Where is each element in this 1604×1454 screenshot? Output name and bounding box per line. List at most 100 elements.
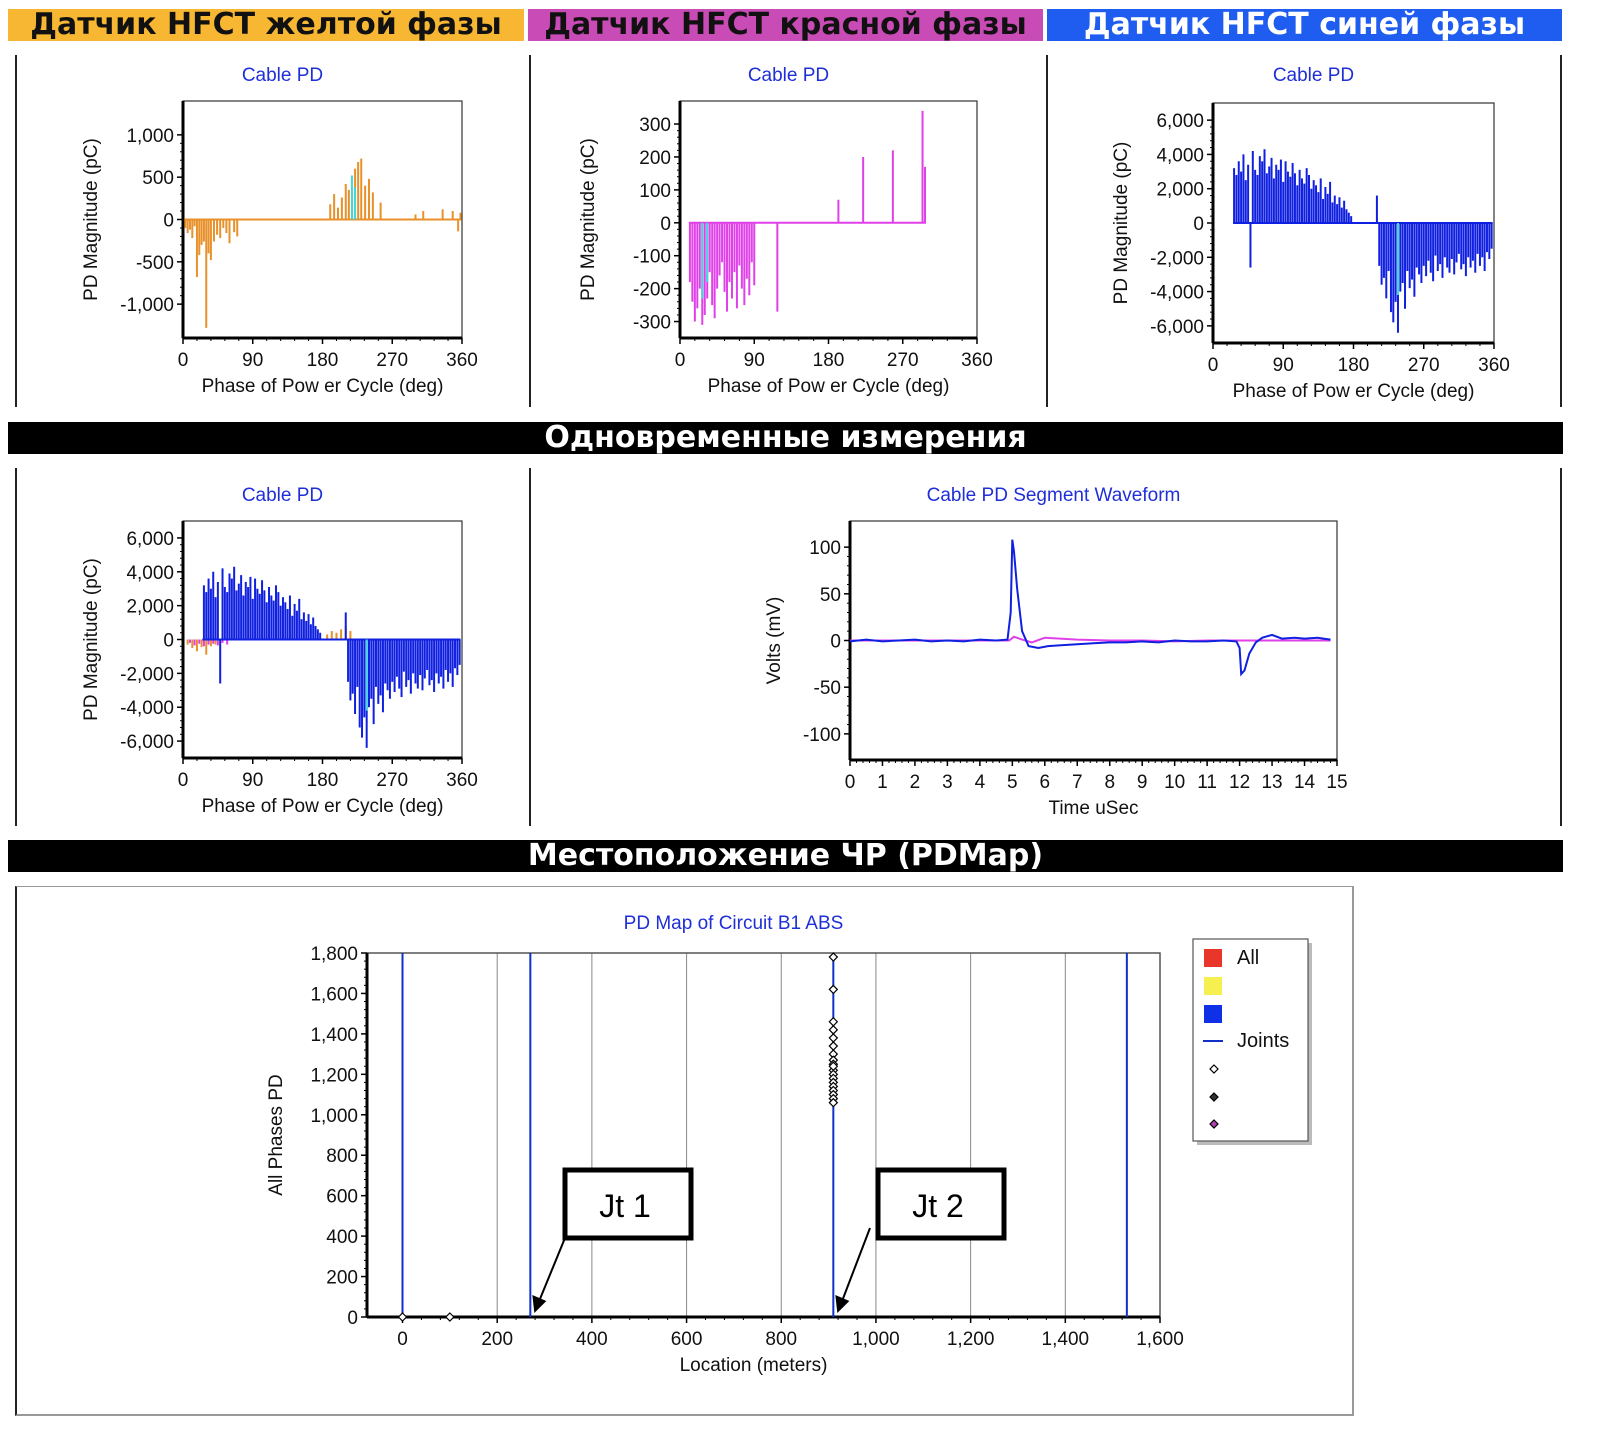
y-tick-label: -6,000 xyxy=(120,732,174,753)
y-tick-label: 0 xyxy=(830,632,841,653)
x-tick-label: 360 xyxy=(1478,355,1510,376)
overlay-chart: Cable PD 6,000 4,000 2,000 0 -2,000 -4,000 -6,0… xyxy=(81,485,478,817)
legend-label-all: All xyxy=(1237,947,1259,969)
x-tick-label: 270 xyxy=(376,770,408,791)
x-tick-label: 7 xyxy=(1072,772,1083,793)
separator xyxy=(1046,55,1048,407)
y-axis-label: All Phases PD xyxy=(266,1074,287,1195)
y-tick-label: 1,200 xyxy=(310,1065,358,1086)
chart-title: Cable PD xyxy=(242,485,323,506)
data-point xyxy=(828,1016,839,1027)
x-tick-label: 8 xyxy=(1104,772,1115,793)
data-point xyxy=(828,1061,839,1072)
y-tick-label: 6,000 xyxy=(126,529,174,550)
y-axis-label: PD Magnitude (pC) xyxy=(578,138,599,301)
y-tick-label: 0 xyxy=(163,211,174,232)
separator xyxy=(529,468,531,826)
legend-swatch-blue xyxy=(1204,1005,1222,1023)
data-point xyxy=(828,984,839,995)
x-tick-label: 180 xyxy=(813,350,845,371)
legend-marker xyxy=(1209,1119,1219,1129)
y-tick-label: -200 xyxy=(633,280,671,301)
y-tick-label: 1,800 xyxy=(310,944,358,965)
legend-marker xyxy=(1209,1092,1219,1102)
pdmap-frame xyxy=(15,886,1354,1416)
data-point xyxy=(828,1041,839,1051)
x-tick-label: 0 xyxy=(178,770,189,791)
x-tick-label: 1,400 xyxy=(1042,1329,1090,1350)
data-point xyxy=(828,1097,839,1108)
x-tick-label: 0 xyxy=(1208,355,1219,376)
x-tick-label: 270 xyxy=(376,350,408,371)
x-tick-label: 5 xyxy=(1007,772,1018,793)
y-tick-label: 1,600 xyxy=(310,984,358,1005)
y-tick-label: 100 xyxy=(809,538,841,559)
x-tick-label: 180 xyxy=(1338,355,1370,376)
x-tick-label: 400 xyxy=(576,1329,608,1350)
x-axis-label: Time uSec xyxy=(1048,798,1138,819)
separator xyxy=(529,55,531,407)
y-axis-label: PD Magnitude (pC) xyxy=(81,558,102,721)
callout-box xyxy=(875,1167,1007,1241)
y-tick-label: 0 xyxy=(660,214,671,235)
separator xyxy=(15,55,17,407)
data-point xyxy=(445,1312,455,1322)
x-tick-label: 3 xyxy=(942,772,953,793)
callout-arrow xyxy=(537,1237,566,1304)
x-tick-label: 0 xyxy=(178,350,189,371)
blue-phase-banner: Датчик HFCT синей фазы xyxy=(1047,9,1562,41)
y-tick-label: -100 xyxy=(803,725,841,746)
legend-marker xyxy=(1209,1064,1219,1074)
y-tick-label: -500 xyxy=(136,253,174,274)
x-tick-label: 200 xyxy=(481,1329,513,1350)
separator xyxy=(1560,468,1562,826)
x-tick-label: 2 xyxy=(910,772,921,793)
x-tick-label: 180 xyxy=(307,350,339,371)
x-tick-label: 1,200 xyxy=(947,1329,995,1350)
x-tick-label: 4 xyxy=(975,772,986,793)
legend-label-joints: Joints xyxy=(1237,1030,1289,1052)
y-tick-label: -300 xyxy=(633,313,671,334)
series-line xyxy=(849,539,1331,677)
arrow-head xyxy=(835,1295,850,1313)
chart-title: Cable PD xyxy=(748,65,829,86)
y-tick-label: -6,000 xyxy=(1150,317,1204,338)
x-tick-label: 11 xyxy=(1197,772,1217,793)
chart-title: PD Map of Circuit B1 ABS xyxy=(624,913,844,934)
callout-label: Jt 1 xyxy=(599,1188,651,1224)
y-tick-label: 100 xyxy=(639,181,671,202)
x-tick-label: 1,600 xyxy=(1136,1329,1184,1350)
y-axis-label: PD Magnitude (pC) xyxy=(81,138,102,301)
y-tick-label: 600 xyxy=(326,1187,358,1208)
x-tick-label: 9 xyxy=(1137,772,1148,793)
callout-arrow xyxy=(840,1227,871,1304)
x-tick-label: 12 xyxy=(1229,772,1250,793)
y-tick-label: 4,000 xyxy=(1156,145,1204,166)
x-axis-label: Location (meters) xyxy=(680,1355,828,1376)
x-tick-label: 360 xyxy=(446,350,478,371)
simultaneous-banner: Одновременные измерения xyxy=(8,422,1563,454)
y-tick-label: 2,000 xyxy=(126,597,174,618)
red-phase-banner: Датчик HFCT красной фазы xyxy=(528,9,1043,41)
x-tick-label: 6 xyxy=(1040,772,1051,793)
y-axis-label: Volts (mV) xyxy=(764,597,785,685)
y-tick-label: 500 xyxy=(142,168,174,189)
x-tick-label: 800 xyxy=(765,1329,797,1350)
chart-title: Cable PD xyxy=(1273,65,1354,86)
legend-swatch-yellow xyxy=(1204,977,1222,995)
y-tick-label: -2,000 xyxy=(1150,248,1204,269)
separator xyxy=(15,468,17,826)
y-tick-label: 4,000 xyxy=(126,563,174,584)
location-banner: Местоположение ЧР (PDMap) xyxy=(8,840,1563,872)
x-tick-label: 13 xyxy=(1261,772,1282,793)
y-tick-label: 0 xyxy=(347,1308,358,1329)
callout-label: Jt 2 xyxy=(912,1188,964,1224)
y-tick-label: 1,400 xyxy=(310,1025,358,1046)
arrow-head xyxy=(532,1295,547,1313)
legend-swatch-red xyxy=(1204,949,1222,967)
y-tick-label: -4,000 xyxy=(1150,283,1204,304)
x-tick-label: 90 xyxy=(1273,355,1294,376)
